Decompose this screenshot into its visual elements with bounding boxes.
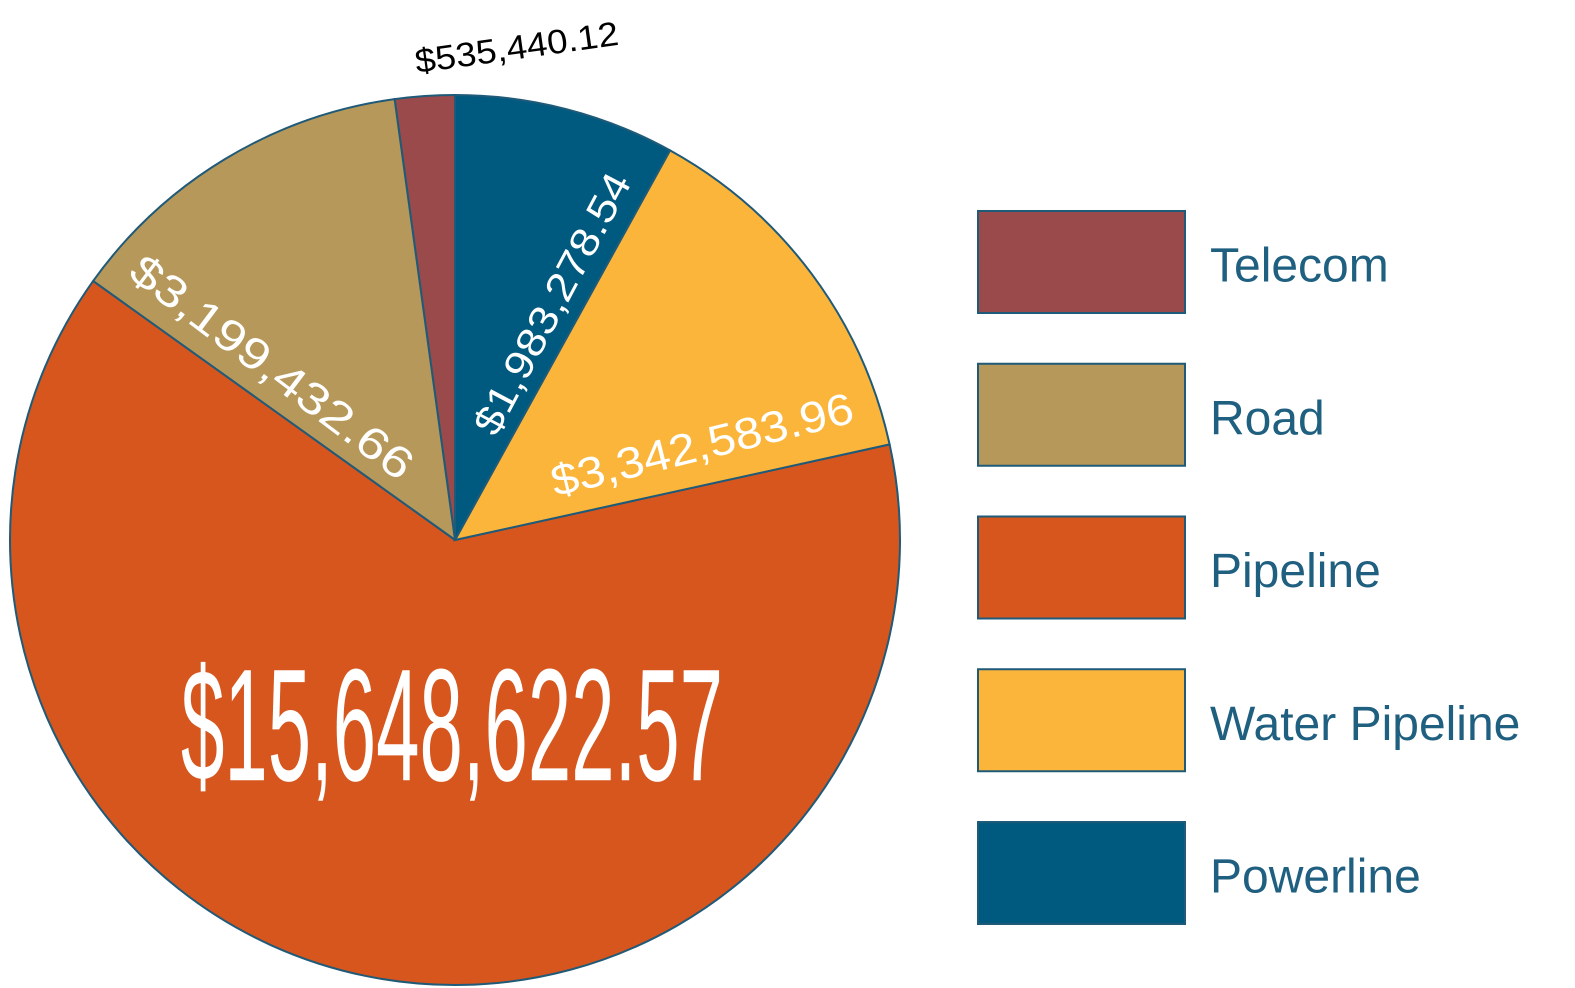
legend-swatch xyxy=(977,821,1186,925)
legend-label: Pipeline xyxy=(1210,545,1381,598)
pie-slice xyxy=(91,97,457,543)
pie-slice xyxy=(453,149,891,542)
legend-swatch xyxy=(977,668,1186,773)
legend-label: Powerline xyxy=(1210,851,1421,904)
slice-label: $535,440.12 xyxy=(413,15,621,81)
pie-slice xyxy=(454,93,672,541)
pie-slice xyxy=(9,279,901,986)
legend-swatch xyxy=(977,362,1186,467)
legend-label: Road xyxy=(1210,392,1325,445)
slice-label: $15,648,622.57 xyxy=(181,635,723,814)
legend-swatch xyxy=(977,210,1186,314)
legend-label: Water Pipeline xyxy=(1210,698,1520,751)
legend-label: Telecom xyxy=(1210,240,1389,293)
legend-swatch xyxy=(977,515,1186,620)
